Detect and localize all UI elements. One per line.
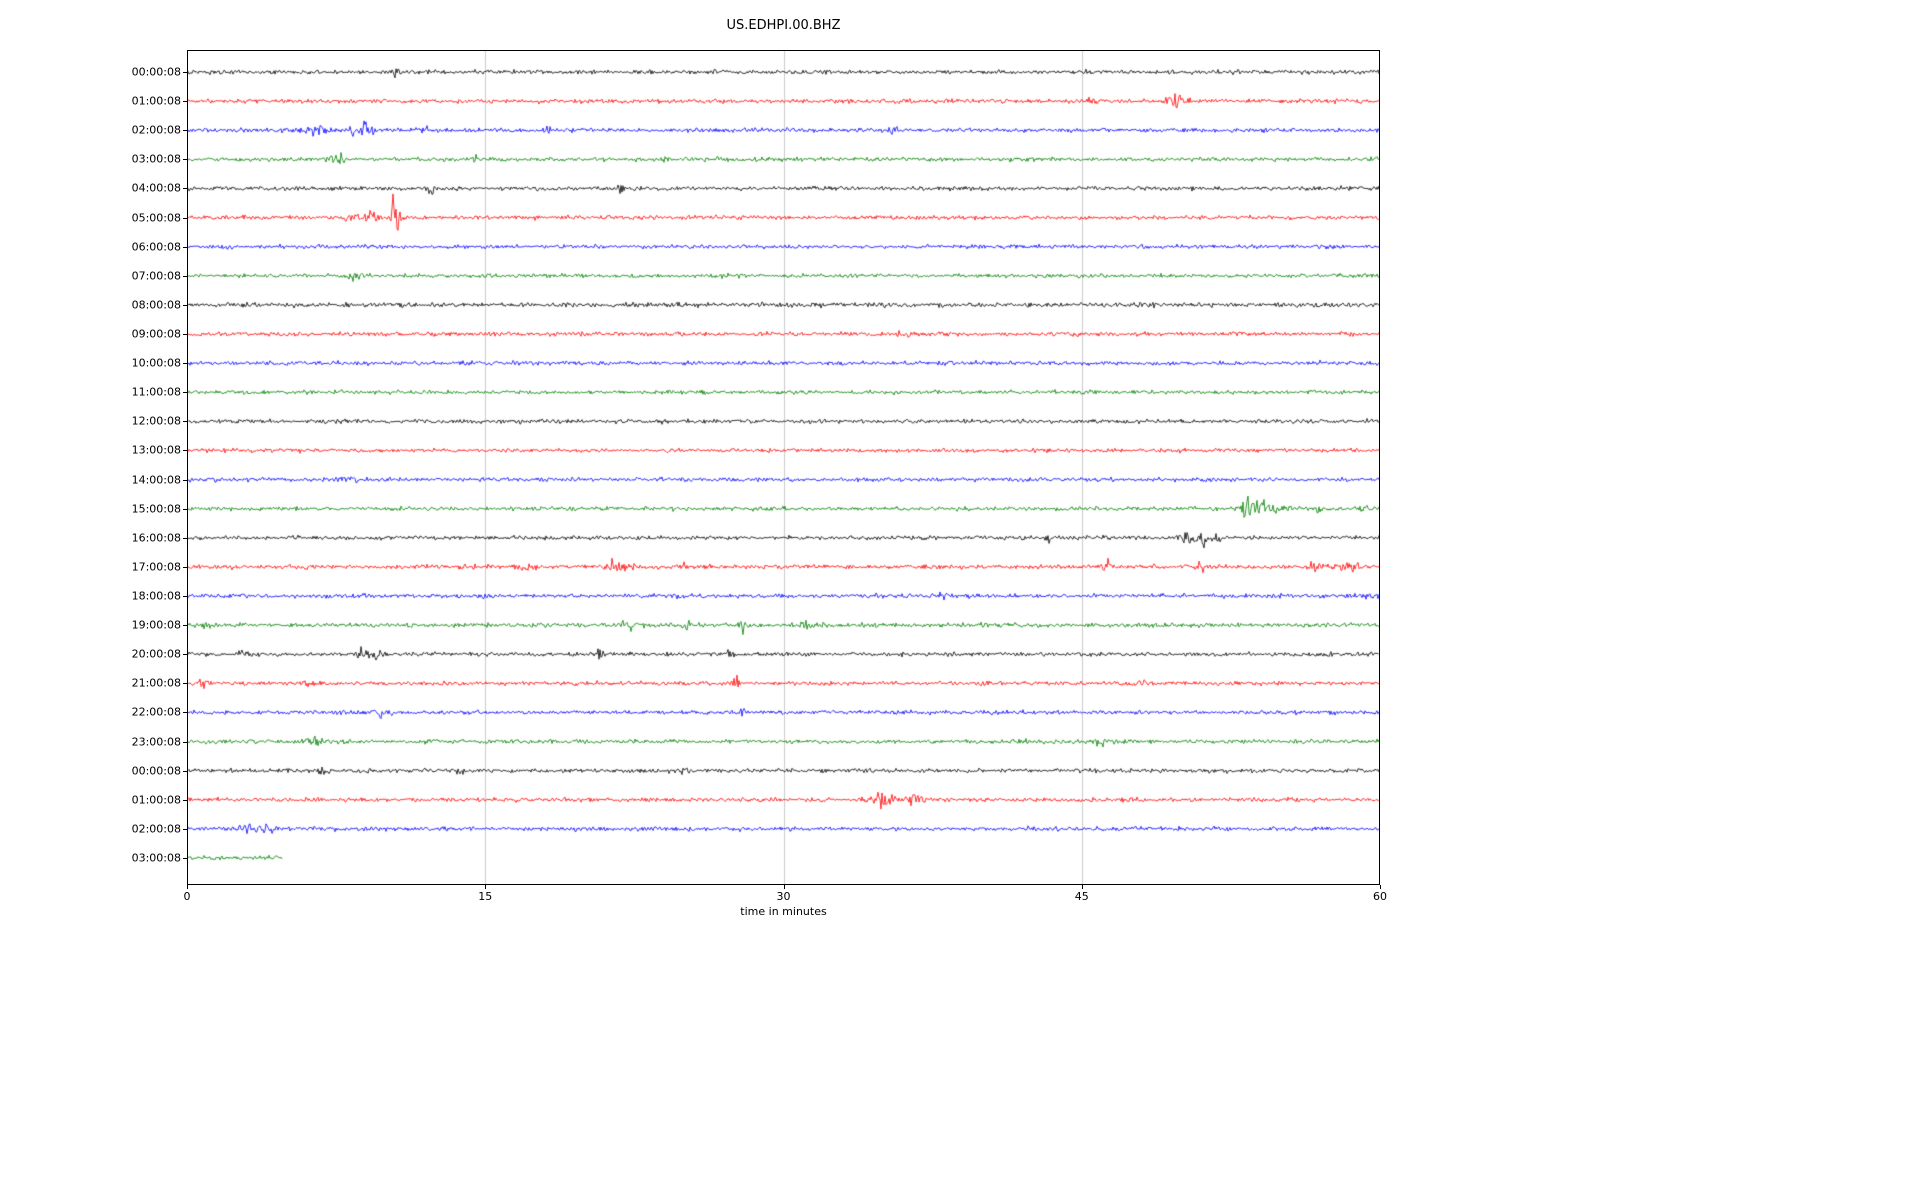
row-label: 01:00:08 [131, 793, 181, 807]
y-tick [183, 130, 187, 132]
x-tick [1380, 885, 1381, 889]
seismogram-canvas [187, 50, 1380, 885]
x-tick-label: 60 [1373, 890, 1387, 903]
y-tick [183, 770, 187, 772]
y-tick [183, 392, 187, 394]
x-tick-label: 0 [183, 890, 191, 903]
y-tick [183, 479, 187, 481]
y-tick [183, 275, 187, 277]
chart-title: US.EDHPI.00.BHZ [726, 18, 841, 33]
y-tick [183, 217, 187, 219]
row-label: 12:00:08 [131, 414, 181, 428]
y-tick [183, 450, 187, 452]
y-tick [183, 363, 187, 365]
y-tick [183, 654, 187, 656]
y-tick [183, 741, 187, 743]
y-tick [183, 683, 187, 685]
row-label: 06:00:08 [131, 240, 181, 254]
row-label: 03:00:08 [131, 152, 181, 166]
plot-border [187, 50, 1380, 885]
row-label: 10:00:08 [131, 356, 181, 370]
row-label: 02:00:08 [131, 822, 181, 836]
y-tick [183, 595, 187, 597]
y-tick [183, 188, 187, 190]
y-tick [183, 857, 187, 859]
row-label: 09:00:08 [131, 327, 181, 341]
row-label: 14:00:08 [131, 473, 181, 487]
row-label: 16:00:08 [131, 531, 181, 545]
y-tick [183, 72, 187, 73]
x-tick [1081, 885, 1083, 889]
row-label: 11:00:08 [131, 385, 181, 399]
row-label: 00:00:08 [131, 764, 181, 778]
y-tick [183, 421, 187, 423]
y-tick [183, 799, 187, 801]
row-label: 02:00:08 [131, 123, 181, 137]
y-tick [183, 304, 187, 306]
x-tick-label: 45 [1074, 890, 1089, 903]
y-tick [183, 159, 187, 161]
row-label: 15:00:08 [131, 502, 181, 516]
row-label: 07:00:08 [131, 269, 181, 283]
row-label: 22:00:08 [131, 705, 181, 719]
row-label: 13:00:08 [131, 443, 181, 457]
y-tick [183, 566, 187, 568]
y-tick [183, 508, 187, 510]
row-label: 05:00:08 [131, 211, 181, 225]
y-tick [183, 246, 187, 248]
x-tick [783, 885, 785, 889]
y-tick [183, 828, 187, 830]
x-axis-title: time in minutes [740, 905, 827, 918]
row-label: 20:00:08 [131, 647, 181, 661]
y-tick [183, 101, 187, 103]
y-tick [183, 625, 187, 627]
row-label: 01:00:08 [131, 94, 181, 108]
x-tick-label: 15 [478, 890, 493, 903]
row-label: 21:00:08 [131, 676, 181, 690]
row-label: 04:00:08 [131, 181, 181, 195]
row-label: 18:00:08 [131, 589, 181, 603]
y-tick [183, 712, 187, 714]
row-label: 23:00:08 [131, 735, 181, 749]
row-label: 08:00:08 [131, 298, 181, 312]
y-tick [183, 333, 187, 335]
x-tick [485, 885, 487, 889]
row-label: 19:00:08 [131, 618, 181, 632]
x-tick-label: 30 [776, 890, 791, 903]
row-label: 03:00:08 [131, 851, 181, 865]
row-label: 17:00:08 [131, 560, 181, 574]
row-label: 00:00:08 [131, 65, 181, 79]
y-tick [183, 537, 187, 539]
x-tick [187, 885, 188, 889]
